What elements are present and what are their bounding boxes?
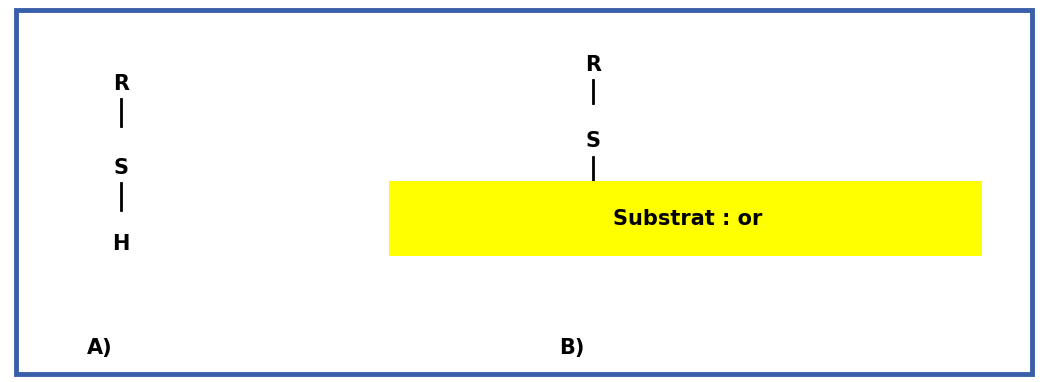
Text: R: R (112, 74, 129, 94)
Text: R: R (585, 55, 602, 75)
Text: A): A) (87, 338, 112, 358)
Text: B): B) (560, 338, 585, 358)
Text: H: H (112, 235, 129, 254)
FancyBboxPatch shape (388, 181, 982, 256)
Text: S: S (113, 158, 128, 178)
Text: Substrat : or: Substrat : or (613, 209, 762, 228)
Text: S: S (586, 131, 601, 151)
